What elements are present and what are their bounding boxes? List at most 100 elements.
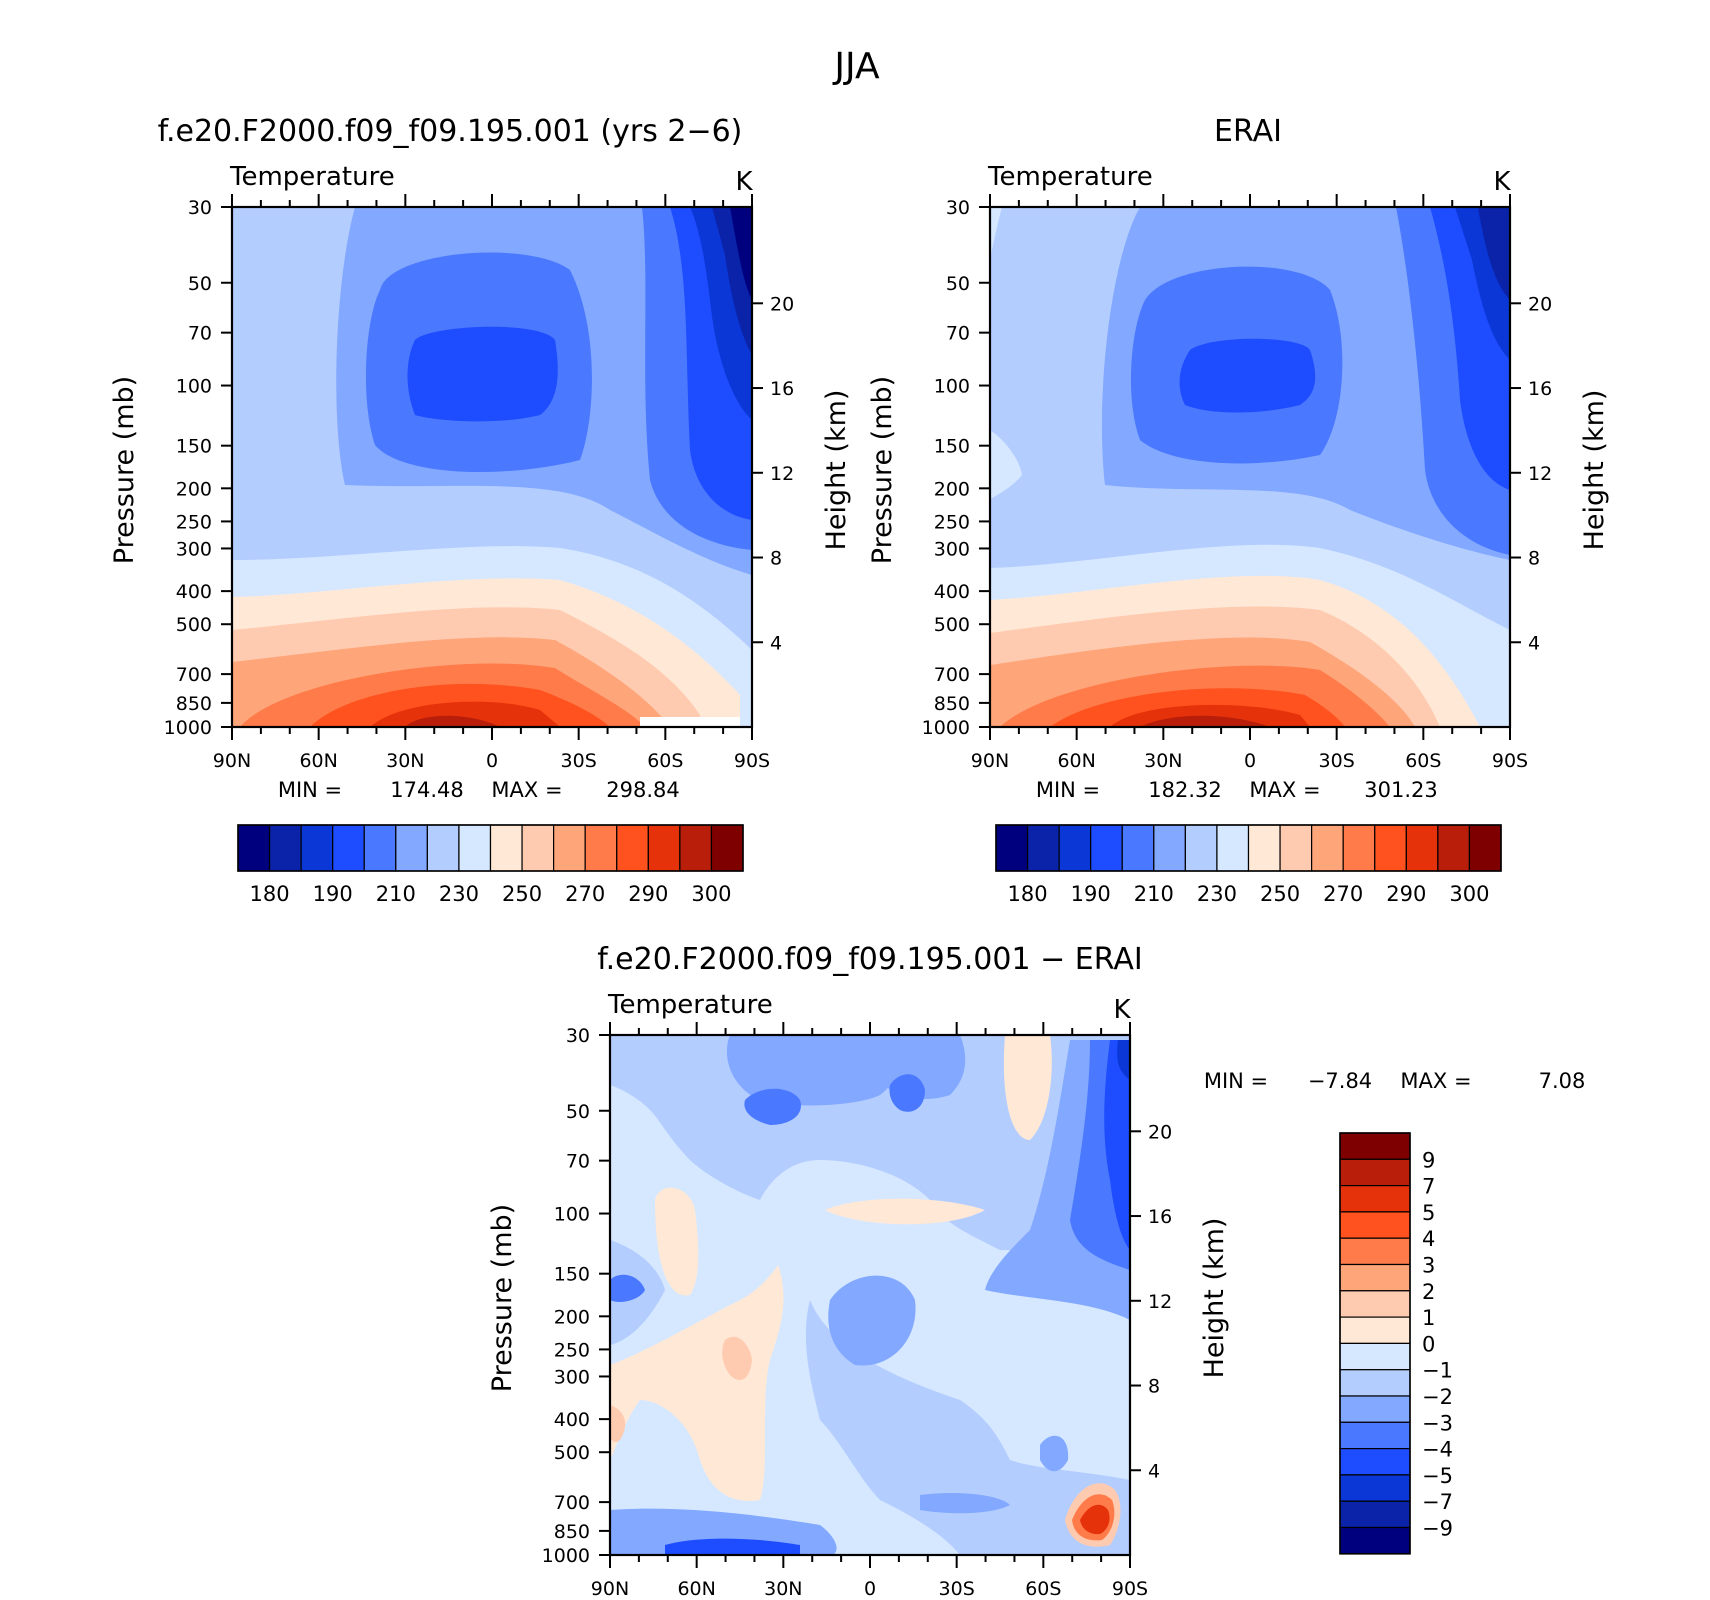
y-tick-label: 850 [934,693,970,715]
colorbar-label: 270 [1323,882,1363,906]
colorbar-label: −1 [1422,1359,1453,1383]
x-tick-label: 90N [213,750,251,772]
colorbar-label: 250 [502,882,542,906]
x-tick-label: 30N [764,1578,802,1600]
y-tick-label: 200 [934,478,970,500]
colorbar-frame [995,824,1502,872]
y-tick-label: 300 [934,538,970,560]
y-tick-label: 70 [188,323,212,345]
x-tick-label: 90N [971,750,1009,772]
y-tick-label: 400 [554,1409,590,1431]
colorbar-swatch [1279,824,1313,872]
field-band [726,1035,902,1106]
colorbar-label: 9 [1422,1148,1435,1172]
colorbar-swatch [616,824,649,872]
colorbar-swatch [584,824,618,872]
colorbar-swatch [1153,824,1186,872]
x-tick-label: 60S [1025,1578,1061,1600]
colorbar-swatch [1339,1263,1411,1292]
panel-model-field [232,207,752,727]
x-tick-label: 90S [1112,1578,1148,1600]
colorbar-swatch [1339,1132,1411,1160]
panel-difference-max-label: MAX = [1400,1069,1471,1093]
colorbar-label: 5 [1422,1201,1435,1225]
colorbar-label: 230 [1197,882,1237,906]
y-tick-label: 1000 [542,1545,590,1567]
panel-difference-min-value: −7.84 [1308,1069,1372,1093]
field-band [610,1265,784,1501]
colorbar-label: 190 [1071,882,1111,906]
colorbar-label: −3 [1422,1411,1453,1435]
colorbar-label: 3 [1422,1254,1435,1278]
colorbar-swatch [1311,824,1344,872]
field-band [655,1187,699,1296]
colorbar-swatch [1058,824,1092,872]
y2-tick-label: 20 [1148,1121,1172,1143]
y-tick-label: 100 [934,376,970,398]
y-tick-label: 400 [934,581,970,603]
colorbar-swatch [1121,824,1155,872]
field-band [722,1336,752,1380]
y2-tick-label: 20 [1528,293,1552,315]
colorbar-label: 300 [1449,882,1489,906]
field-band [1080,1504,1110,1535]
colorbar-label: 1 [1422,1306,1435,1330]
y-tick-label: 250 [554,1339,590,1361]
colorbar-swatch [710,824,744,872]
y2-tick-label: 4 [1148,1460,1160,1482]
panel-model-title: f.e20.F2000.f09_f09.195.001 (yrs 2−6) [158,114,743,149]
panel-model-colorbar: 180 190 210 230 250 270 290 300 [237,824,744,906]
y-tick-label: 850 [554,1521,590,1543]
colorbar-label: 7 [1422,1175,1435,1199]
y-tick-label: 30 [566,1025,590,1047]
panel-model-units: K [735,167,753,197]
colorbar-swatch [1339,1369,1411,1397]
x-tick-label: 90N [591,1578,629,1600]
y2-tick-label: 16 [1528,378,1552,400]
colorbar-swatch [1184,824,1218,872]
panel-obs-units: K [1493,167,1511,197]
x-tick-label: 30S [561,750,597,772]
panel-model-ylabel: Pressure (mb) [109,376,140,564]
field-band [990,430,1022,500]
colorbar-label: 210 [1134,882,1174,906]
panel-obs-min-label: MIN = [1036,778,1100,802]
y-tick-label: 500 [176,614,212,636]
y-tick-label: 400 [176,581,212,603]
colorbar-swatch [1339,1316,1411,1344]
figure-title: JJA [832,46,880,87]
colorbar-label: 180 [1008,882,1048,906]
colorbar-swatch [1339,1395,1411,1423]
y-tick-label: 250 [934,511,970,533]
y2-tick-label: 16 [770,378,794,400]
field-band [665,1538,800,1555]
colorbar-label: −9 [1422,1517,1453,1541]
field-band [1478,207,1510,300]
colorbar-swatch [332,824,365,872]
panel-model-axes: 3050701001502002503004005007008501000481… [164,194,794,772]
colorbar-swatch [489,824,523,872]
colorbar-swatch [995,824,1029,872]
y-tick-label: 200 [176,478,212,500]
colorbar-swatch [458,824,492,872]
panel-obs-axes: 3050701001502002503004005007008501000481… [922,194,1552,772]
colorbar-swatch [1339,1211,1411,1239]
x-tick-label: 90S [1492,750,1528,772]
colorbar-label: 290 [628,882,668,906]
y-tick-label: 500 [554,1442,590,1464]
y-tick-label: 70 [566,1151,590,1173]
y-tick-label: 300 [176,538,212,560]
colorbar-swatch [1468,824,1502,872]
field-band [730,207,752,300]
colorbar-swatch [268,824,302,872]
colorbar-swatch [521,824,555,872]
field-band [920,1493,1010,1514]
field-band [889,1074,925,1112]
colorbar-swatch [395,824,428,872]
panel-model-y2label: Height (km) [821,390,852,551]
panel-model-min-value: 174.48 [390,778,463,802]
field-band [1040,1435,1069,1472]
field-band [825,1198,985,1225]
panel-obs: ERAI Temperature K 305070100150200250300… [867,114,1610,906]
field-band [805,1300,1130,1555]
